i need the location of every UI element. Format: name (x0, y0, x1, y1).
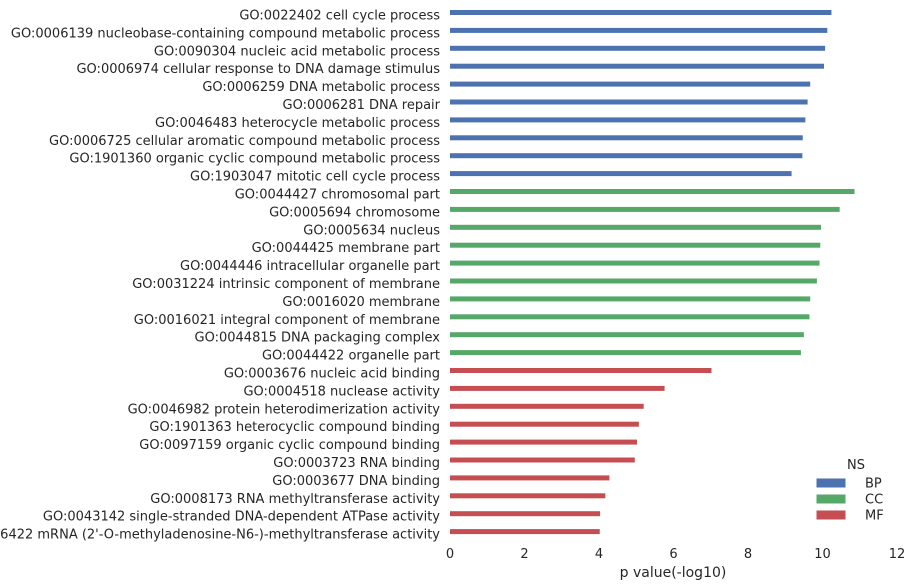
category-label: GO:0006974 cellular response to DNA dama… (76, 62, 440, 77)
bar-cc (450, 224, 822, 230)
category-label: GO:0016020 membrane (282, 295, 440, 310)
bar-bp (450, 99, 808, 105)
category-label: GO:0008173 RNA methyltransferase activit… (150, 492, 440, 507)
legend-swatch-cc (815, 493, 847, 505)
category-label: GO:0046982 protein heterodimerization ac… (128, 402, 441, 417)
bar-mf (450, 368, 712, 373)
x-tick-label: 10 (814, 547, 831, 562)
category-label: GO:0046483 heterocycle metabolic process (155, 116, 440, 131)
category-label: GO:0003723 RNA binding (273, 456, 440, 471)
category-label: GO:0044446 intracellular organelle part (180, 259, 440, 274)
category-label: GO:0003677 DNA binding (272, 474, 440, 489)
category-label: GO:0097159 organic cyclic compound bindi… (139, 438, 440, 453)
x-tick-label: 6 (669, 547, 677, 562)
bar-cc (450, 332, 804, 338)
bar-mf (450, 511, 601, 517)
category-label: GO:1901363 heterocyclic compound binding (149, 420, 440, 435)
legend-title: NS (847, 458, 865, 473)
bars (450, 10, 855, 535)
legend-label-cc: CC (865, 493, 883, 508)
legend-swatch-bp (815, 477, 847, 489)
category-label: GO:0005694 chromosome (269, 205, 440, 220)
bar-bp (450, 135, 803, 141)
category-label: GO:1901360 organic cyclic compound metab… (69, 152, 440, 167)
bar-mf (450, 385, 665, 391)
bar-bp (450, 27, 828, 33)
category-label: GO:0044422 organelle part (262, 349, 440, 364)
bar-cc (450, 242, 821, 248)
bar-mf (450, 421, 639, 427)
bar-bp (450, 117, 806, 123)
bar-cc (450, 314, 810, 320)
bar-cc (450, 206, 840, 212)
category-label: GO:0005634 nucleus (303, 223, 440, 238)
x-axis-title: p value(-log10) (620, 565, 727, 581)
legend-label-bp: BP (865, 477, 882, 492)
bar-bp (450, 10, 832, 15)
category-label: GO:0006281 DNA repair (283, 98, 441, 113)
bar-mf (450, 529, 600, 535)
category-label: GO:0044815 DNA packaging complex (195, 331, 441, 346)
bar-cc (450, 350, 801, 356)
bar-bp (450, 81, 811, 87)
category-label: GO:0031224 intrinsic component of membra… (132, 277, 440, 292)
category-label: GO:0044427 chromosomal part (235, 188, 440, 203)
category-label: GO:0003676 nucleic acid binding (224, 367, 440, 382)
category-label: GO:0022402 cell cycle process (239, 9, 440, 24)
bar-bp (450, 63, 824, 69)
category-label: GO:0090304 nucleic acid metabolic proces… (154, 44, 440, 59)
x-tick-label: 0 (446, 547, 454, 562)
bar-mf (450, 493, 606, 499)
x-axis-ticks: 0 2 4 6 8 10 12 (446, 547, 905, 562)
category-label: GO:0004518 nuclease activity (243, 384, 440, 399)
bar-cc (450, 189, 855, 194)
bar-mf (450, 439, 637, 445)
x-tick-label: 8 (744, 547, 752, 562)
legend-swatch-mf (815, 509, 847, 521)
bar-cc (450, 260, 820, 266)
bar-mf (450, 403, 644, 409)
bar-cc (450, 296, 811, 302)
category-label: GO:0006139 nucleobase-containing compoun… (11, 26, 440, 41)
category-label: GO:0006259 DNA metabolic process (202, 80, 440, 95)
x-tick-label: 4 (595, 547, 603, 562)
category-labels: GO:0022402 cell cycle process GO:0006139 … (0, 9, 441, 543)
bar-bp (450, 45, 826, 51)
category-label: GO:0043142 single-stranded DNA-dependent… (43, 510, 440, 525)
category-label: GO:0016021 integral component of membran… (134, 313, 440, 328)
x-tick-label: 12 (889, 547, 906, 562)
bar-cc (450, 278, 817, 284)
bar-mf (450, 457, 635, 463)
x-tick-label: 2 (520, 547, 528, 562)
category-label: GO:0006725 cellular aromatic compound me… (49, 134, 440, 149)
category-label: GO:0016422 mRNA (2'-O-methyladenosine-N6… (0, 528, 440, 543)
legend-label-mf: MF (865, 509, 884, 524)
bar-bp (450, 153, 803, 159)
bar-bp (450, 171, 792, 177)
category-label: GO:0044425 membrane part (252, 241, 440, 256)
bar-mf (450, 475, 610, 481)
category-label: GO:1903047 mitotic cell cycle process (190, 170, 440, 185)
